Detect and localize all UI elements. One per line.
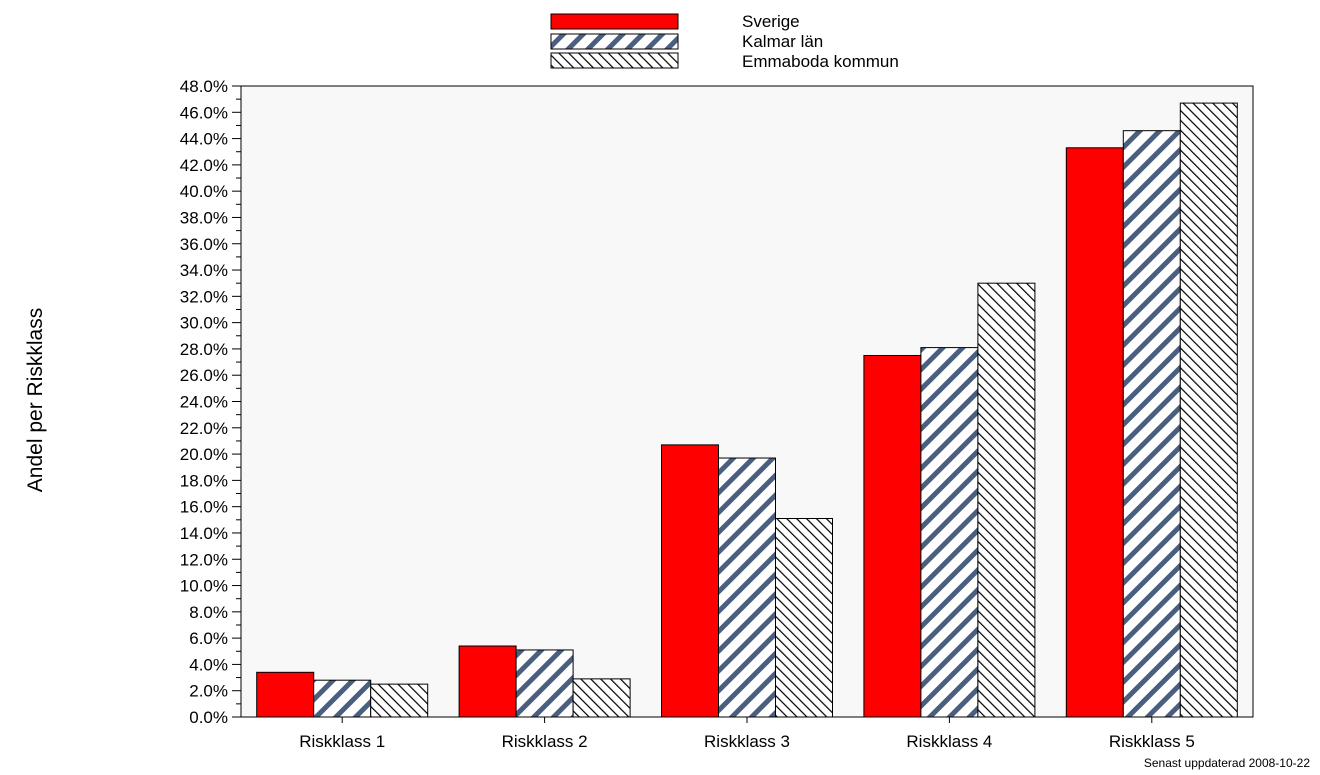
legend-label-sverige: Sverige [742, 12, 800, 31]
bar [1179, 102, 1238, 718]
legend: Sverige Kalmar län Emmaboda kommun [550, 12, 899, 71]
x-axis: Riskklass 1 Riskklass 2 Riskklass 3 Riskkla… [299, 717, 1195, 751]
y-tick-label: 48.0% [180, 77, 228, 96]
y-tick-label: 16.0% [180, 498, 228, 517]
legend-label-kalmar: Kalmar län [742, 32, 823, 51]
bar [775, 517, 833, 718]
bar [313, 679, 372, 718]
y-tick-label: 46.0% [180, 103, 228, 122]
x-category-label: Riskklass 1 [299, 732, 385, 751]
y-tick-label: 36.0% [180, 235, 228, 254]
bar [661, 444, 719, 718]
bar [572, 678, 631, 718]
bar [1122, 130, 1181, 718]
y-tick-label: 22.0% [180, 419, 228, 438]
y-tick-label: 34.0% [180, 261, 228, 280]
y-tick-label: 0.0% [189, 708, 228, 727]
y-tick-label: 24.0% [180, 393, 228, 412]
bar [370, 683, 429, 718]
y-tick-label: 40.0% [180, 182, 228, 201]
y-tick-label: 2.0% [189, 682, 228, 701]
bar [718, 457, 776, 718]
y-tick-label: 30.0% [180, 314, 228, 333]
x-category-label: Riskklass 5 [1109, 732, 1195, 751]
x-category-label: Riskklass 2 [502, 732, 588, 751]
y-tick-label: 42.0% [180, 156, 228, 175]
y-tick-label: 10.0% [180, 577, 228, 596]
bar [256, 671, 315, 718]
x-category-label: Riskklass 3 [704, 732, 790, 751]
y-tick-label: 28.0% [180, 340, 228, 359]
y-tick-label: 12.0% [180, 550, 228, 569]
y-tick-label: 6.0% [189, 629, 228, 648]
y-tick-label: 38.0% [180, 208, 228, 227]
bar [977, 282, 1036, 718]
legend-swatch-kalmar [550, 33, 679, 50]
legend-swatch-emmaboda [550, 52, 679, 69]
bar [515, 649, 574, 718]
x-category-label: Riskklass 4 [906, 732, 992, 751]
y-tick-label: 20.0% [180, 445, 228, 464]
y-axis-title: Andel per Riskklass [24, 308, 47, 492]
y-tick-label: 32.0% [180, 287, 228, 306]
y-tick-label: 18.0% [180, 471, 228, 490]
y-tick-label: 8.0% [189, 603, 228, 622]
bar [458, 645, 517, 718]
legend-swatch-sverige [550, 13, 679, 30]
y-axis: 0.0% 2.0% 4.0% 6.0% 8.0% 10.0% 12.0% 14.0% 16.0%… [180, 77, 241, 727]
bar [1065, 147, 1124, 718]
bar [920, 347, 979, 718]
y-tick-label: 4.0% [189, 655, 228, 674]
y-tick-label: 14.0% [180, 524, 228, 543]
y-tick-label: 26.0% [180, 366, 228, 385]
y-tick-label: 44.0% [180, 130, 228, 149]
bars [256, 102, 1238, 718]
legend-label-emmaboda: Emmaboda kommun [742, 52, 899, 71]
bar [863, 354, 922, 718]
last-updated-note: Senast uppdaterad 2008-10-22 [1144, 756, 1310, 770]
